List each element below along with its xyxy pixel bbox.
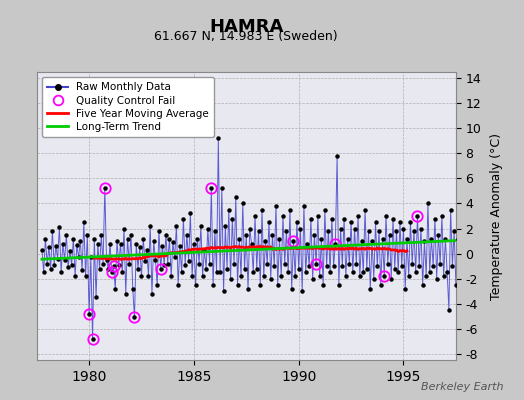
Y-axis label: Temperature Anomaly (°C): Temperature Anomaly (°C)	[490, 132, 503, 300]
Text: 61.667 N, 14.983 E (Sweden): 61.667 N, 14.983 E (Sweden)	[155, 30, 338, 43]
Legend: Raw Monthly Data, Quality Control Fail, Five Year Moving Average, Long-Term Tren: Raw Monthly Data, Quality Control Fail, …	[42, 77, 214, 137]
Text: HAMRA: HAMRA	[209, 18, 283, 36]
Text: Berkeley Earth: Berkeley Earth	[421, 382, 503, 392]
